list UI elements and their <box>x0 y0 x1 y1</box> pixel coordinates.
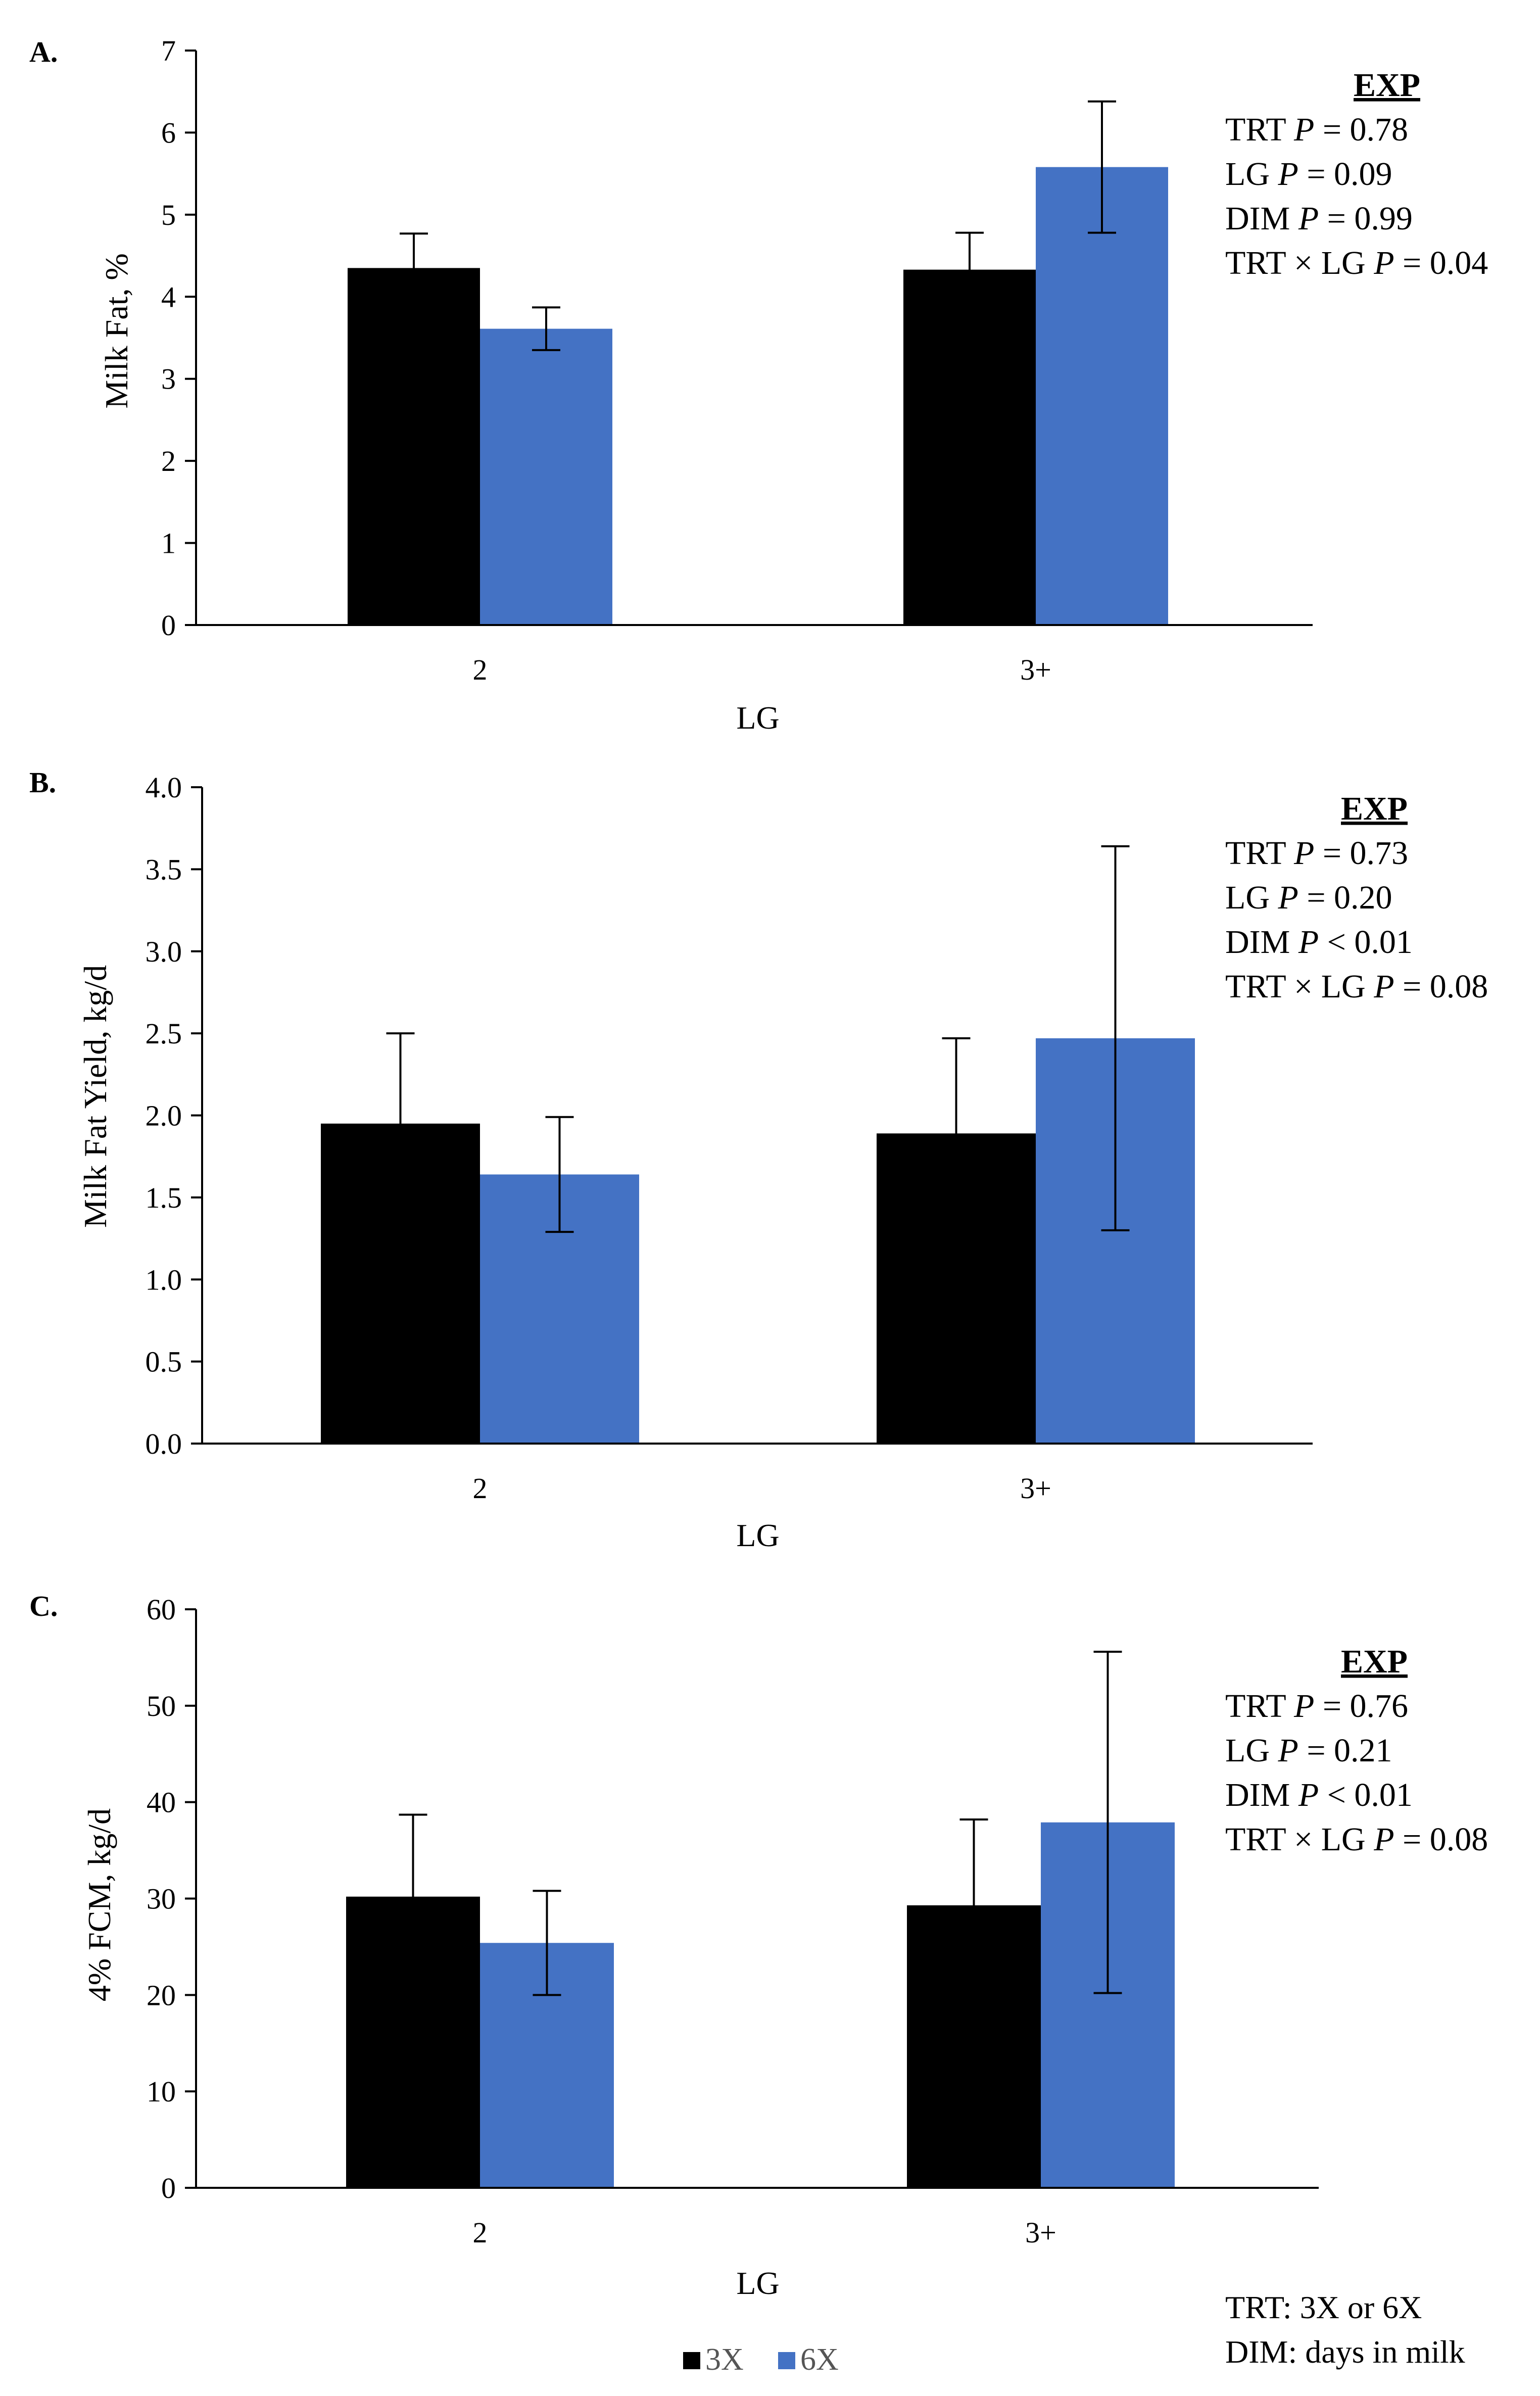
legend-swatch-6x <box>778 2352 795 2369</box>
y-tick-label: 0.0 <box>146 1427 182 1460</box>
stat-line: TRT P = 0.76 <box>1225 1688 1408 1724</box>
legend-label-6x: 6X <box>800 2342 839 2377</box>
stat-line: TRT × LG P = 0.08 <box>1225 968 1488 1005</box>
y-tick-label: 2 <box>161 445 176 477</box>
stats-heading: EXP <box>1341 1643 1408 1680</box>
axes <box>191 786 1313 1445</box>
y-tick-label: 5 <box>161 199 176 231</box>
y-tick-label: 0.5 <box>146 1346 182 1378</box>
y-tick-label: 3.0 <box>146 935 182 968</box>
y-axis-title: Milk Fat Yield, kg/d <box>77 965 113 1228</box>
stat-line: DIM P = 0.99 <box>1225 200 1413 237</box>
bars <box>346 1650 1175 2188</box>
bar-6x <box>1036 167 1168 625</box>
x-axis-title: LG <box>736 700 779 736</box>
stat-line: DIM P < 0.01 <box>1225 1777 1413 1813</box>
y-tick-label: 60 <box>147 1593 176 1626</box>
stat-line: LG P = 0.09 <box>1225 156 1392 193</box>
y-tick-labels: 0 10 20 30 40 50 60 <box>147 1593 176 2205</box>
panel-label: C. <box>29 1590 58 1622</box>
y-tick-label: 0 <box>161 609 176 642</box>
bar-3x <box>348 268 480 625</box>
stat-line: DIM P < 0.01 <box>1225 924 1413 961</box>
x-tick-label: 2 <box>473 653 488 686</box>
stat-line: TRT P = 0.73 <box>1225 835 1408 872</box>
y-tick-label: 0 <box>161 2172 176 2205</box>
stats-heading: EXP <box>1341 790 1408 827</box>
panel-b: B. Milk Fat Yield, kg/d LG 0.0 0.5 1.0 1.5 2… <box>29 766 1488 1553</box>
y-tick-label: 40 <box>147 1786 176 1819</box>
stats-block: EXP TRT P = 0.78 LG P = 0.09 DIM P = 0.9… <box>1225 67 1488 281</box>
x-axis-title: LG <box>736 1517 779 1553</box>
x-tick-label: 3+ <box>1025 2216 1056 2249</box>
stat-line: LG P = 0.20 <box>1225 879 1392 916</box>
x-tick-label: 2 <box>473 1472 488 1505</box>
y-tick-label: 10 <box>147 2075 176 2108</box>
y-tick-label: 4.0 <box>146 771 182 804</box>
x-axis-title: LG <box>736 2265 779 2301</box>
y-tick-labels: 0.0 0.5 1.0 1.5 2.0 2.5 3.0 3.5 4.0 <box>146 771 182 1460</box>
y-tick-label: 1 <box>161 527 176 560</box>
panel-c: C. 4% FCM, kg/d LG 0 10 20 30 40 50 60 2 3+ EXP… <box>29 1590 1488 2301</box>
y-tick-label: 4 <box>161 280 176 313</box>
legend: 3X 6X <box>683 2342 839 2377</box>
bar-3x <box>903 269 1036 625</box>
y-tick-label: 3.5 <box>146 853 182 886</box>
y-tick-label: 1.0 <box>146 1263 182 1296</box>
stat-line: TRT × LG P = 0.04 <box>1225 245 1488 281</box>
bar-6x <box>480 328 612 625</box>
y-tick-label: 30 <box>147 1883 176 1915</box>
stat-line: TRT × LG P = 0.08 <box>1225 1821 1488 1858</box>
footnote-trt: TRT: 3X or 6X <box>1225 2289 1422 2325</box>
y-tick-labels: 0 1 2 3 4 5 6 7 <box>161 34 176 642</box>
x-tick-label: 3+ <box>1020 653 1051 686</box>
y-tick-label: 7 <box>161 34 176 67</box>
y-tick-label: 50 <box>147 1690 176 1722</box>
x-tick-label: 3+ <box>1020 1472 1051 1505</box>
y-tick-label: 20 <box>147 1979 176 2011</box>
y-tick-label: 1.5 <box>146 1181 182 1214</box>
x-tick-label: 2 <box>473 2216 488 2249</box>
stat-line: TRT P = 0.78 <box>1225 111 1408 148</box>
stats-block: EXP TRT P = 0.76 LG P = 0.21 DIM P < 0.0… <box>1225 1643 1488 1858</box>
x-tick-labels: 2 3+ <box>473 1472 1051 1505</box>
y-axis-title: Milk Fat, % <box>99 253 134 409</box>
x-tick-labels: 2 3+ <box>473 653 1051 686</box>
axes <box>185 50 1313 626</box>
y-axis-title: 4% FCM, kg/d <box>81 1808 117 2001</box>
y-tick-label: 2.0 <box>146 1099 182 1132</box>
panel-label: A. <box>29 35 58 68</box>
stat-line: LG P = 0.21 <box>1225 1732 1392 1769</box>
footnotes: TRT: 3X or 6X DIM: days in milk <box>1225 2289 1465 2370</box>
x-tick-labels: 2 3+ <box>473 2216 1056 2249</box>
legend-label-3x: 3X <box>705 2342 744 2377</box>
bars <box>321 845 1195 1444</box>
footnote-dim: DIM: days in milk <box>1225 2334 1465 2370</box>
legend-swatch-3x <box>683 2352 700 2369</box>
y-tick-label: 2.5 <box>146 1017 182 1050</box>
y-tick-label: 6 <box>161 116 176 149</box>
bars <box>348 100 1168 625</box>
axes <box>185 1608 1319 2189</box>
panel-label: B. <box>29 766 56 799</box>
stats-heading: EXP <box>1354 67 1420 104</box>
y-tick-label: 3 <box>161 363 176 396</box>
panel-a: A. Milk Fat, % LG 0 1 2 3 4 5 6 7 2 3+ EXP TRT P… <box>29 34 1488 736</box>
stats-block: EXP TRT P = 0.73 LG P = 0.20 DIM P < 0.0… <box>1225 790 1488 1005</box>
